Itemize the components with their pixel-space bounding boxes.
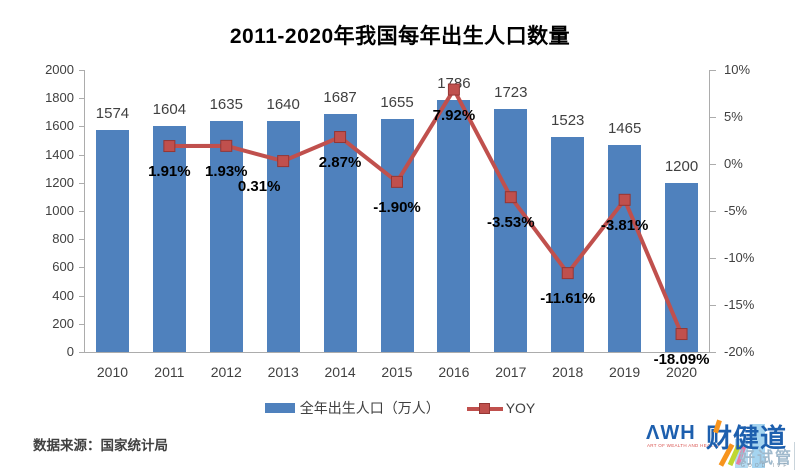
y-axis-right-tick	[710, 352, 716, 353]
y-axis-left-tick	[79, 323, 84, 325]
bar	[266, 120, 300, 352]
y-axis-label-right: 5%	[724, 109, 743, 124]
bar	[380, 118, 414, 352]
bar-value-label: 1687	[323, 89, 357, 107]
bar-value-label: 1723	[494, 84, 528, 102]
x-axis-label: 2010	[96, 364, 129, 380]
y-axis-label-left: 800	[52, 231, 74, 247]
x-axis-label: 2012	[210, 364, 242, 380]
x-axis-label: 2017	[495, 364, 527, 380]
yoy-value-label: 1.91%	[148, 163, 191, 181]
yoy-value-label: 1.93%	[204, 162, 248, 180]
yoy-value-label: -11.61%	[540, 290, 596, 308]
y-axis-label-left: 600	[52, 259, 74, 275]
y-axis-label-left: 2000	[45, 62, 74, 77]
bar	[323, 114, 357, 352]
y-axis-left-tick	[79, 182, 84, 184]
y-axis-right	[709, 70, 710, 352]
source-note: 数据来源：国家统计局	[33, 438, 168, 453]
y-axis-label-right: -5%	[724, 203, 748, 218]
y-axis-label-left: 1200	[45, 174, 74, 190]
yoy-value-label: -18.09%	[653, 351, 710, 369]
logo: ΛWH ART OF WEALTH AND HEALTH 财健道 好试管 GOO…	[640, 417, 800, 473]
bar-value-label: 1523	[551, 112, 585, 130]
y-axis-left-tick	[79, 126, 84, 128]
y-axis-left-tick	[79, 295, 84, 297]
x-axis-label: 2020	[665, 364, 698, 380]
logo-awh-text: ΛWH	[646, 422, 696, 444]
bar-value-label: 1786	[437, 75, 471, 93]
bar-value-label: 1635	[209, 96, 243, 114]
bar	[209, 121, 243, 352]
y-axis-right-tick	[710, 164, 716, 165]
y-axis-left	[84, 70, 85, 352]
y-axis-right-tick	[710, 117, 716, 118]
y-axis-left-tick	[79, 70, 84, 71]
bar	[95, 130, 129, 352]
logo-awh-tagline: ART OF WEALTH AND HEALTH	[647, 443, 720, 448]
yoy-value-label: 2.87%	[318, 154, 362, 172]
chart-title: 2011-2020年我国每年出生人口数量	[229, 25, 571, 48]
bar	[608, 145, 642, 352]
logo-subbrand-en: GOOD IVF	[741, 463, 790, 469]
y-axis-left-tick	[79, 267, 84, 269]
y-axis-right-tick	[710, 305, 716, 306]
y-axis-label-right: -20%	[724, 344, 755, 359]
y-axis-label-left: 1800	[45, 90, 74, 106]
bar-value-label: 1604	[152, 100, 187, 118]
y-axis-label-left: 1000	[45, 203, 74, 218]
x-axis-label: 2019	[609, 364, 641, 380]
y-axis-right-tick	[710, 70, 716, 71]
bar-value-label: 1200	[664, 157, 699, 175]
y-axis-left-tick	[79, 154, 84, 156]
y-axis-label-left: 200	[52, 315, 74, 331]
y-axis-right-tick	[710, 258, 716, 259]
legend-bar-label: 全年出生人口（万人）	[299, 400, 440, 416]
y-axis-label-left: 400	[52, 287, 74, 303]
y-axis-left-tick	[79, 352, 84, 353]
y-axis-left-tick	[79, 98, 84, 100]
bar-value-label: 1640	[266, 95, 300, 113]
y-axis-right-tick	[710, 211, 716, 212]
legend-line-swatch-icon	[466, 402, 503, 414]
legend-bar-swatch-icon	[264, 403, 295, 413]
bar-value-label: 1574	[95, 105, 130, 123]
bar	[665, 182, 699, 352]
logo-h-bar-right	[752, 424, 765, 468]
legend-yoy-label: YOY	[505, 400, 536, 416]
y-axis-label-right: 0%	[724, 156, 743, 171]
logo-divider	[794, 442, 795, 470]
y-axis-label-right: -10%	[724, 250, 755, 265]
x-axis-label: 2011	[154, 364, 185, 380]
y-axis-left-tick	[79, 239, 84, 241]
y-axis-label-left: 0	[66, 344, 74, 359]
y-axis-label-right: -15%	[724, 297, 755, 312]
y-axis-label-right: 10%	[724, 62, 751, 77]
yoy-value-label: 7.92%	[432, 106, 476, 124]
legend-line-marker	[478, 402, 490, 414]
x-axis	[84, 352, 710, 353]
y-axis-left-tick	[79, 211, 84, 212]
bar	[152, 125, 186, 352]
x-axis-label: 2016	[438, 364, 470, 380]
x-axis-label: 2018	[552, 364, 584, 380]
yoy-value-label: -3.81%	[600, 216, 649, 234]
yoy-value-label: -3.53%	[487, 214, 535, 232]
y-axis-label-left: 1600	[45, 118, 74, 134]
y-axis-label-left: 1400	[45, 146, 74, 162]
x-axis-label: 2015	[381, 364, 413, 380]
bar	[437, 100, 471, 352]
x-axis-label: 2014	[324, 364, 356, 380]
logo-subbrand-text: 好试管	[739, 450, 794, 467]
yoy-value-label: -1.90%	[373, 198, 421, 216]
bar	[551, 137, 585, 352]
x-axis-label: 2013	[267, 364, 299, 380]
legend: 全年出生人口（万人） YOY	[0, 398, 800, 418]
bar-value-label: 1465	[607, 120, 642, 138]
yoy-value-label: 0.31%	[237, 178, 281, 196]
